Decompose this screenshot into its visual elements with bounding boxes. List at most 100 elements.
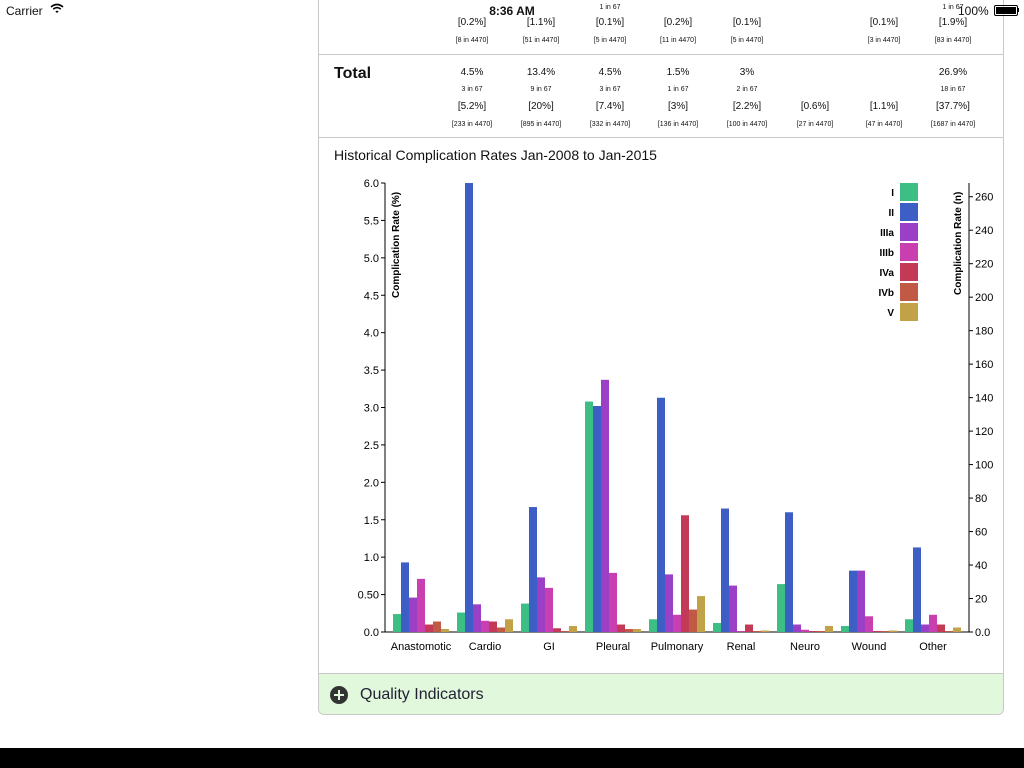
x-tick-label: Wound xyxy=(852,641,887,653)
bar-iiib-wound xyxy=(865,616,873,632)
bar-iiia-gi xyxy=(537,577,545,632)
bar-ii-gi xyxy=(529,507,537,632)
y2-tick-label: 220 xyxy=(975,259,993,271)
y-tick-label: 1.0 xyxy=(364,552,379,564)
bar-iiib-cardio xyxy=(481,620,489,632)
cell-n: 9 in 67 xyxy=(530,86,552,93)
legend-swatch xyxy=(900,303,918,321)
battery-tip xyxy=(1017,8,1019,12)
x-tick-label: Other xyxy=(919,641,947,653)
clock-time: 8:36 AM xyxy=(489,4,535,18)
cell-bn: [1687 in 4470] xyxy=(930,121,976,128)
cell-bn: [5 in 4470] xyxy=(730,37,764,44)
y2-tick-label: 0.0 xyxy=(975,627,990,639)
bar-i-anastomotic xyxy=(393,614,401,632)
bar-iiib-anastomotic xyxy=(417,578,425,632)
y2-axis-label: Complication Rate (n) xyxy=(953,192,964,295)
cell-bn: [100 in 4470] xyxy=(726,121,768,128)
bar-ivb-other xyxy=(945,631,953,632)
bar-v-other xyxy=(953,627,961,632)
y-tick-label: 2.5 xyxy=(364,440,379,452)
y2-tick-label: 80 xyxy=(975,493,987,505)
bar-ivb-wound xyxy=(881,631,889,632)
cell-n: 1 in 67 xyxy=(942,4,964,11)
bar-i-neuro xyxy=(777,584,785,632)
cell-bn: [895 in 4470] xyxy=(520,121,562,128)
y-axis-label: Complication Rate (%) xyxy=(391,192,402,298)
y2-tick-label: 120 xyxy=(975,426,993,438)
complication-row-partial: [0.2%] [8 in 4470] [1.1%] [51 in 4470] 1 in … xyxy=(319,0,1003,55)
cell-n: 1 in 67 xyxy=(599,4,621,11)
legend-swatch xyxy=(900,203,918,221)
cell-bn: [47 in 4470] xyxy=(865,121,903,128)
battery-percentage: 100% xyxy=(958,4,989,18)
cell-n: 3 in 67 xyxy=(599,86,621,93)
bar-ii-renal xyxy=(721,508,729,632)
x-tick-label: Pulmonary xyxy=(651,641,704,653)
y-tick-label: 4.5 xyxy=(364,290,379,302)
cell-bpct: [0.2%] xyxy=(457,17,487,28)
bar-iiia-cardio xyxy=(473,604,481,632)
bar-i-other xyxy=(905,619,913,632)
legend-label: V xyxy=(887,308,894,319)
bar-iiia-renal xyxy=(729,585,737,632)
wifi-icon xyxy=(50,3,64,13)
cell-bpct: [1.9%] xyxy=(938,17,968,28)
bar-i-pleural xyxy=(585,401,593,632)
cell-bpct: [5.2%] xyxy=(457,101,487,112)
cell-n: 2 in 67 xyxy=(736,86,758,93)
cell-bn: [3 in 4470] xyxy=(867,37,901,44)
cell-bn: [136 in 4470] xyxy=(657,121,699,128)
bar-iva-neuro xyxy=(809,631,817,632)
bar-ii-pulmonary xyxy=(657,397,665,632)
cell-bpct: [1.1%] xyxy=(526,17,556,28)
legend-swatch xyxy=(900,283,918,301)
bar-iva-gi xyxy=(553,628,561,632)
bar-ii-cardio xyxy=(465,183,473,632)
y-tick-label: 6.0 xyxy=(364,178,379,190)
cell-bpct: [3%] xyxy=(667,101,688,112)
bar-v-neuro xyxy=(825,626,833,632)
quality-indicators-row[interactable]: Quality Indicators xyxy=(319,673,1003,714)
y2-tick-label: 60 xyxy=(975,527,987,539)
cell-n: 1 in 67 xyxy=(667,86,689,93)
legend-label: IIIb xyxy=(880,248,894,259)
bar-ivb-neuro xyxy=(817,631,825,632)
cell-bpct: [0.6%] xyxy=(800,101,830,112)
cell-bpct: [1.1%] xyxy=(869,101,899,112)
y-tick-label: 1.5 xyxy=(364,515,379,527)
bottom-black-bar xyxy=(0,748,1024,768)
y2-tick-label: 180 xyxy=(975,326,993,338)
legend-swatch xyxy=(900,183,918,201)
cell-bpct: [0.1%] xyxy=(595,17,625,28)
cell-bn: [332 in 4470] xyxy=(589,121,631,128)
bar-iiib-renal xyxy=(737,631,745,632)
bar-iva-renal xyxy=(745,624,753,632)
chart-title: Historical Complication Rates Jan-2008 t… xyxy=(334,147,657,163)
bar-ivb-cardio xyxy=(497,627,505,632)
bar-v-gi xyxy=(569,626,577,632)
y-tick-label: 3.0 xyxy=(364,403,379,415)
expand-plus-icon[interactable] xyxy=(330,686,348,704)
bar-iva-other xyxy=(937,624,945,632)
cell-bn: [11 in 4470] xyxy=(659,37,697,44)
y2-tick-label: 20 xyxy=(975,594,987,606)
bar-iiia-neuro xyxy=(793,624,801,632)
legend-label: IVb xyxy=(878,288,894,299)
bar-iiia-anastomotic xyxy=(409,597,417,632)
bar-iiia-wound xyxy=(857,570,865,632)
cell-pct: 13.4% xyxy=(526,67,556,78)
cell-pct: 1.5% xyxy=(666,67,690,78)
bar-i-cardio xyxy=(457,612,465,632)
bar-ii-neuro xyxy=(785,512,793,632)
cell-bn: [27 in 4470] xyxy=(796,121,834,128)
bar-v-renal xyxy=(761,630,769,632)
bar-iiib-pleural xyxy=(609,572,617,632)
y-tick-label: 4.0 xyxy=(364,328,379,340)
bar-ivb-renal xyxy=(753,631,761,632)
x-tick-label: Anastomotic xyxy=(391,641,452,653)
cell-bn: [51 in 4470] xyxy=(522,37,560,44)
legend-swatch xyxy=(900,223,918,241)
quality-indicators-label: Quality Indicators xyxy=(360,686,484,703)
bar-iva-cardio xyxy=(489,621,497,632)
